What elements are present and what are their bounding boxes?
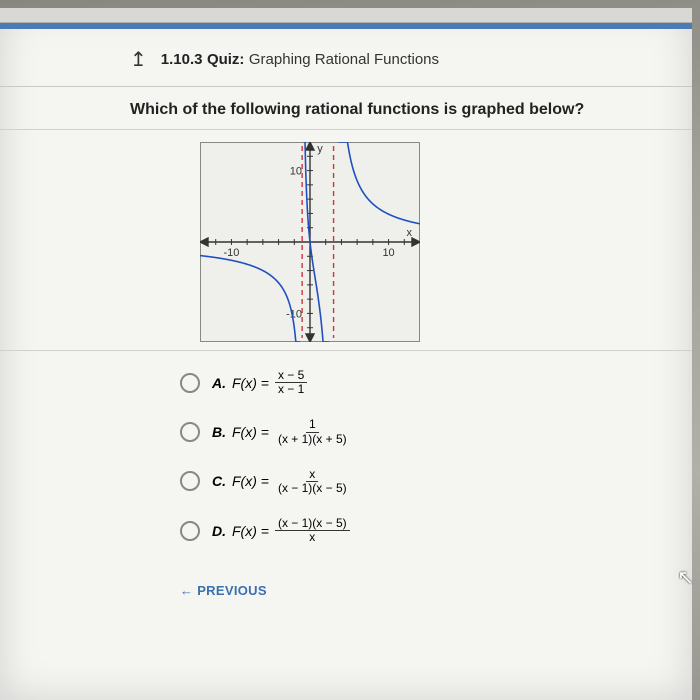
- svg-text:10: 10: [290, 166, 302, 178]
- radio-icon[interactable]: [180, 422, 200, 442]
- choice-a[interactable]: A. F(x) = x − 5 x − 1: [180, 369, 672, 396]
- fraction: (x − 1)(x − 5) x: [275, 517, 350, 544]
- fraction: 1 (x + 1)(x + 5): [275, 418, 350, 445]
- choice-lhs: F(x) =: [232, 523, 269, 539]
- previous-button[interactable]: ← PREVIOUS: [0, 575, 692, 606]
- answer-choices: A. F(x) = x − 5 x − 1 B. F(x) = 1 (x + 1…: [0, 350, 692, 575]
- browser-topbar: [0, 8, 692, 23]
- svg-text:x: x: [407, 227, 413, 239]
- quiz-header: ↥ 1.10.3 Quiz: Graphing Rational Functio…: [0, 29, 692, 87]
- cursor-icon: ↖: [677, 565, 694, 590]
- radio-icon[interactable]: [180, 521, 200, 541]
- back-arrow-icon[interactable]: ↥: [130, 47, 147, 72]
- quiz-label: Quiz:: [207, 51, 245, 68]
- choice-letter: D.: [212, 523, 226, 539]
- graph-container: -10 10 10 -10 y x: [0, 130, 692, 350]
- quiz-title: Graphing Rational Functions: [249, 51, 439, 68]
- svg-text:-10: -10: [223, 247, 239, 259]
- choice-lhs: F(x) =: [232, 424, 269, 440]
- svg-text:y: y: [317, 143, 323, 155]
- choice-lhs: F(x) =: [232, 473, 269, 489]
- fraction: x − 5 x − 1: [275, 369, 307, 396]
- choice-b[interactable]: B. F(x) = 1 (x + 1)(x + 5): [180, 418, 672, 445]
- svg-text:10: 10: [382, 247, 394, 259]
- svg-text:-10: -10: [286, 308, 302, 320]
- radio-icon[interactable]: [180, 373, 200, 393]
- choice-letter: C.: [212, 473, 226, 489]
- choice-letter: B.: [212, 424, 226, 440]
- choice-c[interactable]: C. F(x) = x (x − 1)(x − 5): [180, 468, 672, 495]
- choice-d[interactable]: D. F(x) = (x − 1)(x − 5) x: [180, 517, 672, 544]
- rational-function-graph: -10 10 10 -10 y x: [200, 142, 420, 342]
- radio-icon[interactable]: [180, 471, 200, 491]
- choice-lhs: F(x) =: [232, 375, 269, 391]
- fraction: x (x − 1)(x − 5): [275, 468, 350, 495]
- question-text: Which of the following rational function…: [0, 87, 692, 130]
- choice-letter: A.: [212, 375, 226, 391]
- quiz-number: 1.10.3: [161, 51, 203, 68]
